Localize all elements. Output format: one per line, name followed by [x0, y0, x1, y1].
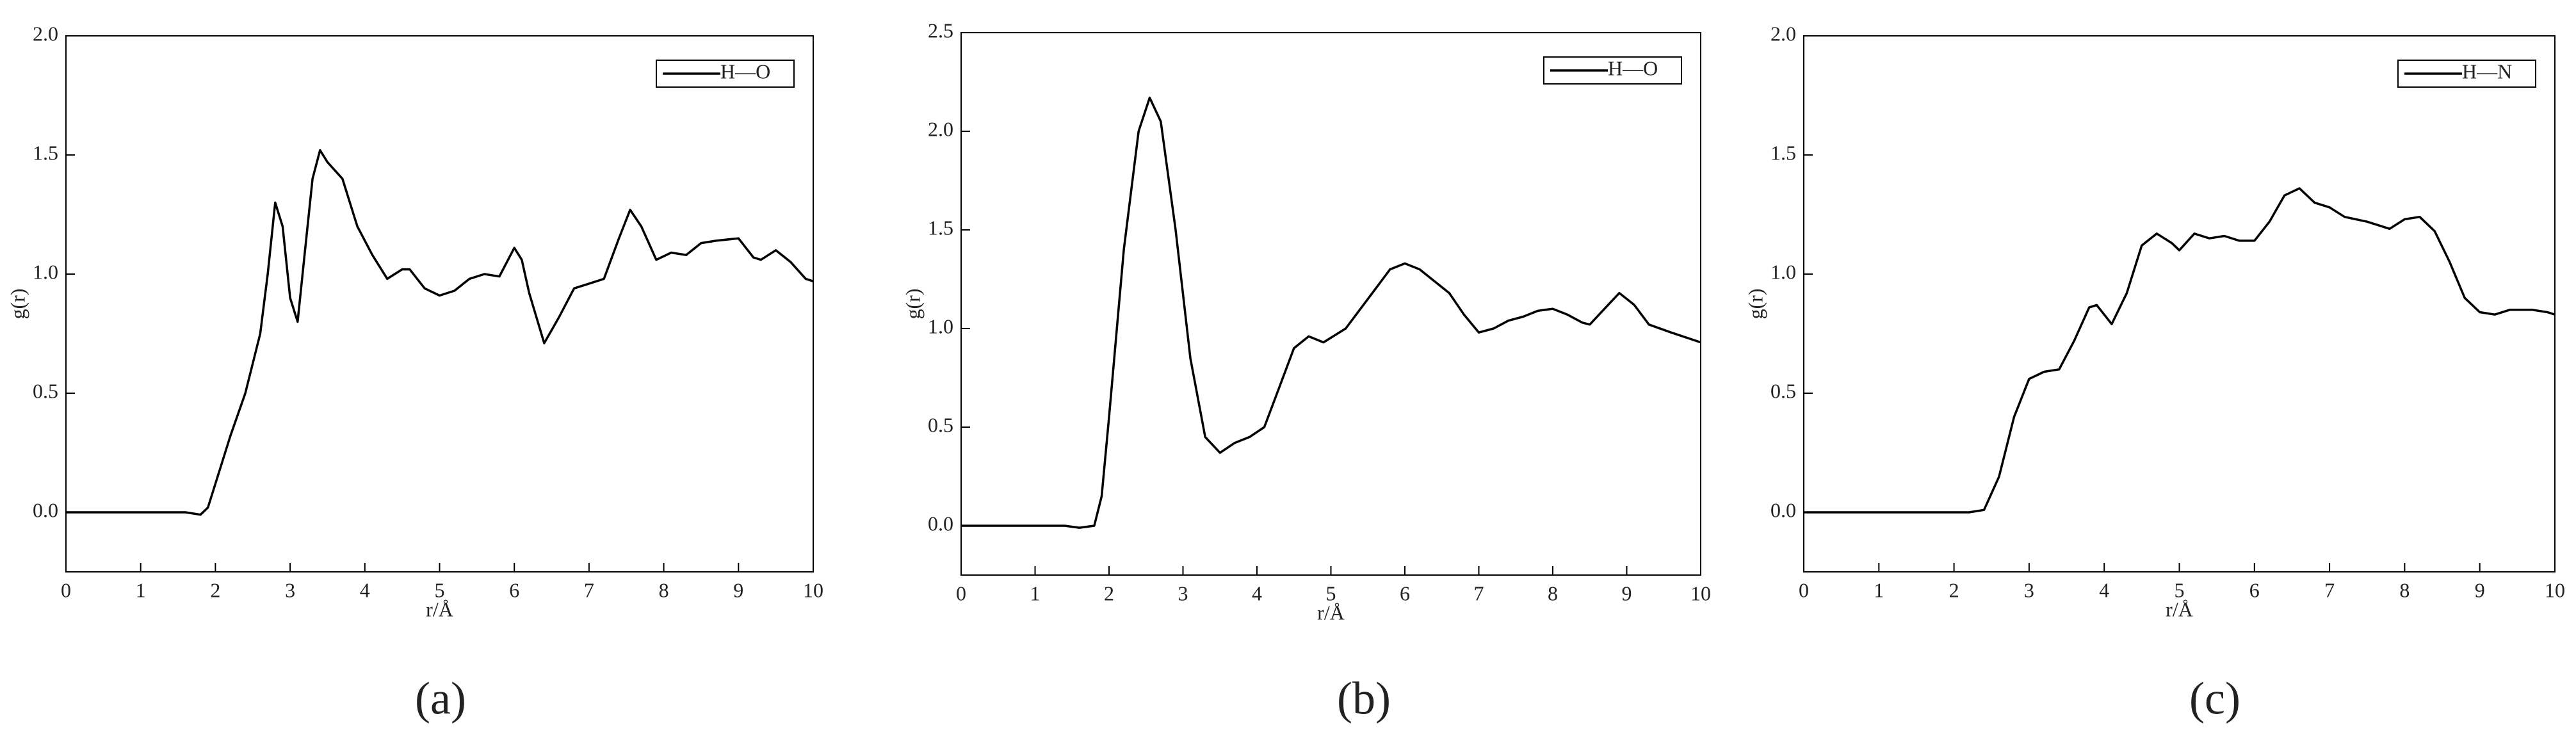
y-tick-label: 2.0 [33, 22, 58, 45]
y-axis-label: g(r) [1744, 289, 1767, 320]
legend-label: H—O [1608, 56, 1658, 79]
x-axis-label: r/Å [2166, 597, 2193, 621]
y-axis-label: g(r) [901, 289, 924, 320]
x-tick-label: 7 [584, 578, 594, 601]
y-tick-label: 1.5 [1770, 141, 1796, 164]
x-tick-label: 0 [956, 581, 966, 605]
x-tick-label: 0 [61, 578, 71, 601]
y-tick-label: 0.0 [1770, 498, 1796, 521]
x-tick-label: 1 [1030, 581, 1041, 605]
x-tick-label: 2 [1104, 581, 1114, 605]
x-tick-label: 7 [2324, 578, 2335, 601]
x-tick-label: 10 [803, 578, 823, 601]
x-tick-label: 4 [1252, 581, 1262, 605]
x-axis-label: r/Å [426, 597, 453, 621]
y-axis-label: g(r) [6, 289, 29, 320]
x-tick-label: 3 [285, 578, 295, 601]
y-tick-label: 1.5 [928, 216, 953, 239]
y-tick-label: 0.0 [928, 512, 953, 535]
y-tick-label: 0.5 [33, 379, 58, 402]
x-tick-label: 1 [1874, 578, 1884, 601]
y-tick-label: 2.0 [928, 117, 953, 140]
panel-label: (b) [1337, 673, 1391, 724]
x-tick-label: 2 [210, 578, 220, 601]
x-axis-label: r/Å [1317, 601, 1345, 624]
y-tick-label: 1.5 [33, 141, 58, 164]
x-tick-label: 6 [1400, 581, 1410, 605]
plot-frame [65, 35, 814, 573]
plot-frame [960, 32, 1701, 576]
x-tick-label: 3 [1178, 581, 1188, 605]
x-tick-label: 8 [2399, 578, 2410, 601]
y-tick-label: 1.0 [33, 260, 58, 283]
x-tick-label: 10 [1690, 581, 1711, 605]
y-tick-label: 0.5 [928, 413, 953, 436]
data-line [1804, 187, 2556, 514]
legend-label: H—O [720, 60, 770, 83]
plot-frame [1803, 35, 2556, 573]
x-tick-label: 4 [360, 578, 370, 601]
x-tick-label: 6 [2249, 578, 2260, 601]
x-tick-label: 4 [2099, 578, 2109, 601]
x-tick-label: 5 [1326, 581, 1336, 605]
x-tick-label: 3 [2024, 578, 2034, 601]
y-tick-label: 0.5 [1770, 379, 1796, 402]
panel-label: (c) [2189, 673, 2240, 724]
x-tick-label: 9 [1622, 581, 1632, 605]
data-line [961, 96, 1701, 529]
x-tick-label: 6 [509, 578, 519, 601]
y-tick-label: 2.5 [928, 19, 953, 42]
panel-label: (a) [415, 673, 466, 724]
data-line [66, 149, 814, 516]
legend-label: H—N [2462, 60, 2512, 83]
x-tick-label: 8 [1548, 581, 1558, 605]
x-tick-label: 5 [2175, 578, 2185, 601]
y-tick-label: 1.0 [1770, 260, 1796, 283]
x-tick-label: 0 [1799, 578, 1809, 601]
x-tick-label: 1 [136, 578, 146, 601]
y-tick-label: 0.0 [33, 498, 58, 521]
x-tick-label: 8 [659, 578, 669, 601]
x-tick-label: 9 [733, 578, 743, 601]
x-tick-label: 7 [1474, 581, 1484, 605]
x-tick-label: 2 [1949, 578, 1959, 601]
y-tick-label: 2.0 [1770, 22, 1796, 45]
x-tick-label: 10 [2545, 578, 2565, 601]
x-tick-label: 5 [435, 578, 445, 601]
x-tick-label: 9 [2475, 578, 2485, 601]
y-tick-label: 1.0 [928, 314, 953, 337]
